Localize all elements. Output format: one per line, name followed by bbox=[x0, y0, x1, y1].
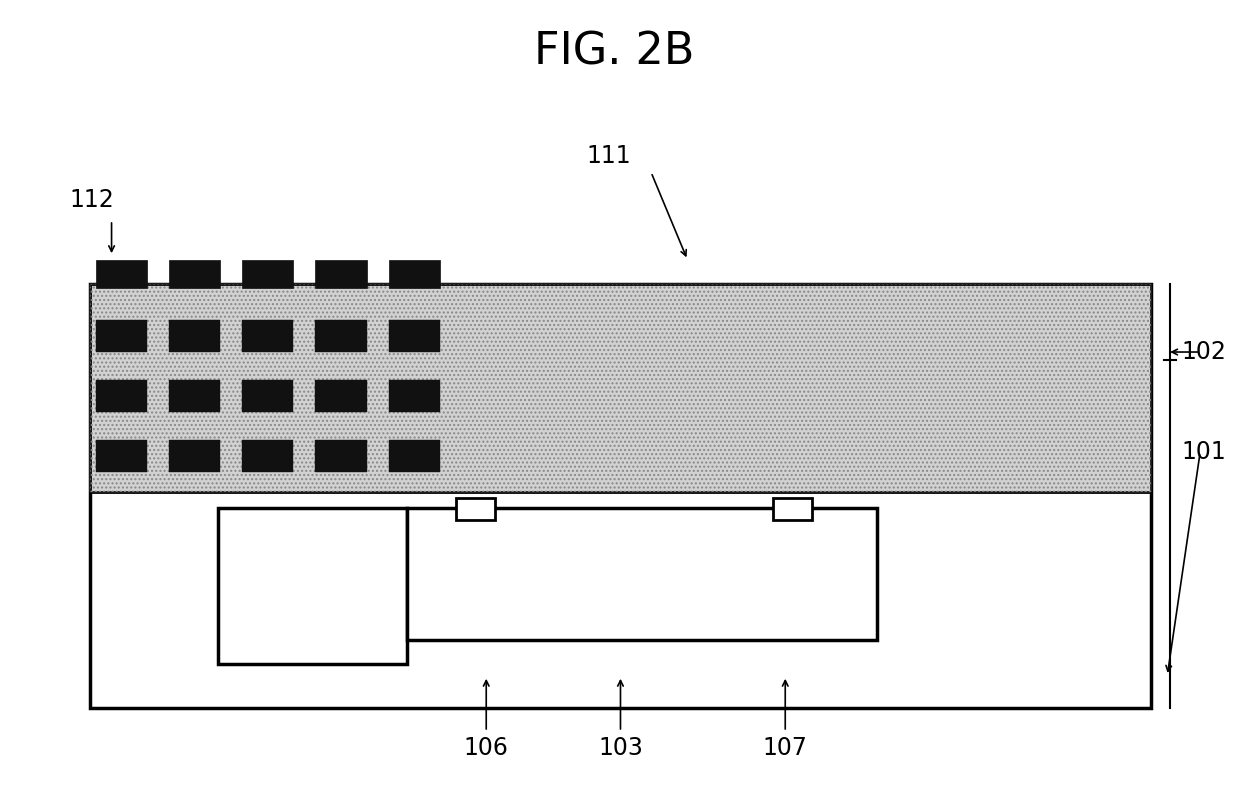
Bar bbox=[169, 320, 221, 352]
Bar bbox=[95, 260, 148, 288]
Bar bbox=[388, 260, 440, 288]
Text: 101: 101 bbox=[1182, 440, 1226, 464]
Bar bbox=[95, 380, 148, 412]
Text: 111: 111 bbox=[587, 144, 631, 168]
Bar bbox=[242, 380, 294, 412]
Text: 102: 102 bbox=[1182, 340, 1226, 364]
Bar bbox=[242, 320, 294, 352]
Bar bbox=[388, 440, 440, 472]
Bar bbox=[169, 260, 221, 288]
Bar bbox=[407, 508, 877, 640]
Bar bbox=[315, 260, 367, 288]
Bar bbox=[315, 440, 367, 472]
Bar bbox=[95, 440, 148, 472]
Bar bbox=[89, 284, 1152, 492]
Text: 107: 107 bbox=[763, 736, 807, 760]
Bar bbox=[388, 320, 440, 352]
Bar bbox=[242, 440, 294, 472]
Bar bbox=[388, 380, 440, 412]
Text: 112: 112 bbox=[69, 188, 114, 212]
Text: p+: p+ bbox=[273, 570, 308, 595]
Bar bbox=[95, 320, 148, 352]
Text: n-: n- bbox=[621, 549, 645, 573]
Bar bbox=[773, 498, 812, 520]
Text: FIG. 2B: FIG. 2B bbox=[534, 31, 694, 74]
Text: 106: 106 bbox=[464, 736, 508, 760]
Bar bbox=[315, 380, 367, 412]
Bar bbox=[169, 440, 221, 472]
Bar bbox=[242, 260, 294, 288]
Bar bbox=[169, 380, 221, 412]
Bar bbox=[218, 508, 407, 664]
Bar bbox=[456, 498, 495, 520]
Bar bbox=[315, 320, 367, 352]
Bar bbox=[89, 284, 1152, 708]
Bar bbox=[89, 284, 1152, 492]
Text: 103: 103 bbox=[598, 736, 642, 760]
